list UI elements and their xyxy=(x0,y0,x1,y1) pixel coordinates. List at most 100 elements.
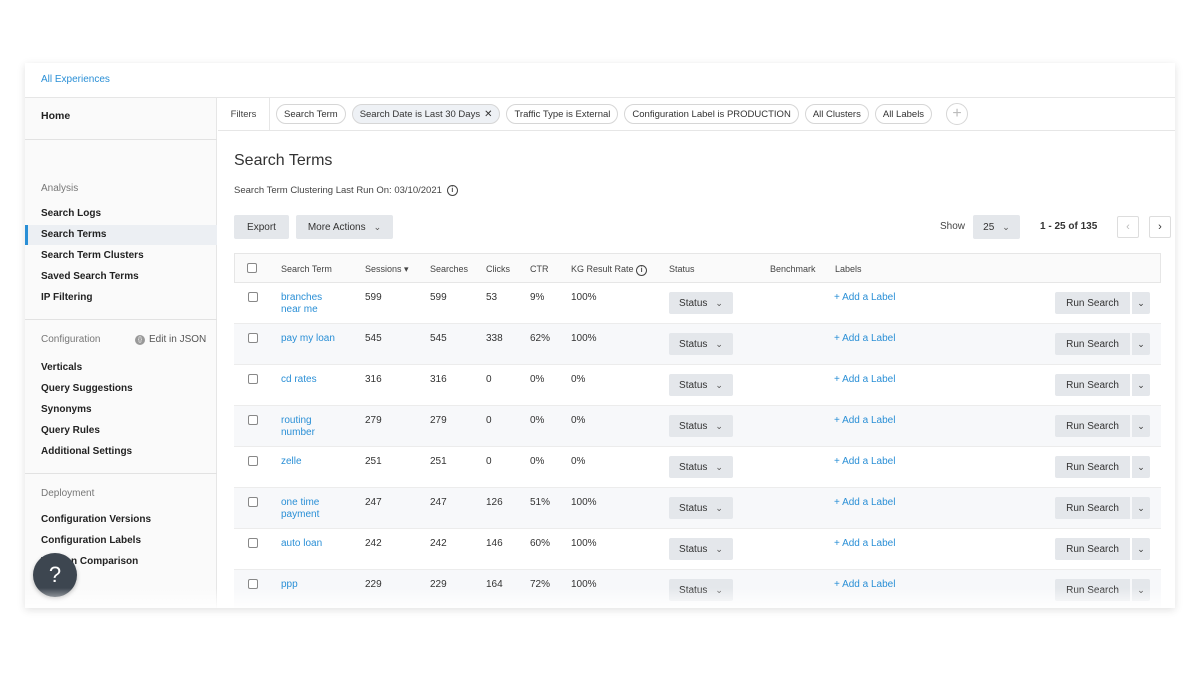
run-search-options-button[interactable]: ⌄ xyxy=(1132,456,1150,478)
status-dropdown[interactable]: Status ⌄ xyxy=(669,538,733,560)
search-term-link[interactable]: branches near me xyxy=(281,292,323,315)
add-label-link[interactable]: + Add a Label xyxy=(834,456,896,467)
edit-in-json-link[interactable]: {} Edit in JSON xyxy=(135,334,206,345)
status-dropdown[interactable]: Status ⌄ xyxy=(669,497,733,519)
add-label-link[interactable]: + Add a Label xyxy=(834,333,896,344)
run-search-options-button[interactable]: ⌄ xyxy=(1132,292,1150,314)
col-sessions[interactable]: Sessions ▾ xyxy=(365,264,409,275)
add-label-link[interactable]: + Add a Label xyxy=(834,415,896,426)
sidebar-item-configuration-versions[interactable]: Configuration Versions xyxy=(41,514,152,525)
search-term-link[interactable]: pay my loan xyxy=(281,333,335,344)
sidebar-item-version-comparison[interactable]: Version Comparison xyxy=(41,556,139,567)
chevron-down-icon: ⌄ xyxy=(1137,461,1145,472)
run-search-button[interactable]: Run Search xyxy=(1055,415,1130,437)
row-checkbox[interactable] xyxy=(248,456,258,466)
run-search-options-button[interactable]: ⌄ xyxy=(1132,497,1150,519)
sidebar-item-query-rules[interactable]: Query Rules xyxy=(41,425,100,436)
breadcrumb-all-experiences[interactable]: All Experiences xyxy=(41,74,110,85)
clicks-value: 126 xyxy=(486,497,503,508)
sidebar-item-search-term-clusters[interactable]: Search Term Clusters xyxy=(41,250,144,261)
filter-chip-traffic-type[interactable]: Traffic Type is External xyxy=(506,104,619,124)
col-ctr[interactable]: CTR xyxy=(530,264,549,274)
search-term-link[interactable]: zelle xyxy=(281,456,302,467)
search-term-link[interactable]: ppp xyxy=(281,579,298,590)
add-label-link[interactable]: + Add a Label xyxy=(834,374,896,385)
searches-value: 242 xyxy=(430,538,447,549)
run-search-button[interactable]: Run Search xyxy=(1055,374,1130,396)
top-bar: All Experiences xyxy=(25,63,1175,98)
row-checkbox[interactable] xyxy=(248,333,258,343)
search-term-link[interactable]: one time payment xyxy=(281,497,320,520)
sidebar-item-query-suggestions[interactable]: Query Suggestions xyxy=(41,383,133,394)
sidebar-item-saved-search-terms[interactable]: Saved Search Terms xyxy=(41,271,139,282)
status-dropdown[interactable]: Status ⌄ xyxy=(669,292,733,314)
add-label-link[interactable]: + Add a Label xyxy=(834,292,896,303)
add-filter-plus-icon[interactable]: + xyxy=(946,103,969,125)
clustering-last-run-text: Search Term Clustering Last Run On: 03/1… xyxy=(234,185,442,196)
run-search-button[interactable]: Run Search xyxy=(1055,333,1130,355)
export-button[interactable]: Export xyxy=(234,215,289,239)
chevron-down-icon: ⌄ xyxy=(1137,543,1145,554)
run-search-label: Run Search xyxy=(1066,420,1119,432)
row-checkbox[interactable] xyxy=(248,292,258,302)
add-label-link[interactable]: + Add a Label xyxy=(834,497,896,508)
page-size-select[interactable]: 25 ⌄ xyxy=(973,215,1020,239)
row-checkbox[interactable] xyxy=(248,497,258,507)
filter-chip-search-date[interactable]: Search Date is Last 30 Days ✕ xyxy=(351,104,501,124)
status-dropdown[interactable]: Status ⌄ xyxy=(669,333,733,355)
add-label-link[interactable]: + Add a Label xyxy=(834,538,896,549)
run-search-options-button[interactable]: ⌄ xyxy=(1132,415,1150,437)
col-kg-result-rate[interactable]: KG Result Rate i xyxy=(571,264,648,276)
prev-page-button[interactable]: ‹ xyxy=(1117,216,1139,238)
status-dropdown[interactable]: Status ⌄ xyxy=(669,456,733,478)
info-icon[interactable]: i xyxy=(446,185,458,196)
row-checkbox[interactable] xyxy=(248,374,258,384)
sessions-value: 316 xyxy=(365,374,382,385)
row-checkbox[interactable] xyxy=(248,538,258,548)
sidebar: Home Analysis Search Logs Search Terms S… xyxy=(25,98,217,608)
close-icon[interactable]: ✕ xyxy=(484,108,493,120)
sidebar-item-verticals[interactable]: Verticals xyxy=(41,362,83,373)
filter-chip-all-clusters[interactable]: All Clusters xyxy=(804,104,869,124)
add-label-link[interactable]: + Add a Label xyxy=(834,579,896,590)
status-dropdown[interactable]: Status ⌄ xyxy=(669,374,733,396)
search-term-link[interactable]: auto loan xyxy=(281,538,323,549)
row-checkbox[interactable] xyxy=(248,415,258,425)
sidebar-item-configuration-labels[interactable]: Configuration Labels xyxy=(41,535,141,546)
run-search-button[interactable]: Run Search xyxy=(1055,456,1130,478)
run-search-options-button[interactable]: ⌄ xyxy=(1132,333,1150,355)
filter-chip-search-term[interactable]: Search Term xyxy=(276,104,346,124)
run-search-button[interactable]: Run Search xyxy=(1055,538,1130,560)
run-search-button[interactable]: Run Search xyxy=(1055,497,1130,519)
sidebar-item-search-terms[interactable]: Search Terms xyxy=(41,229,107,240)
col-clicks[interactable]: Clicks xyxy=(486,264,510,274)
sidebar-item-synonyms[interactable]: Synonyms xyxy=(41,404,92,415)
status-label: Status xyxy=(679,420,708,432)
run-search-button[interactable]: Run Search xyxy=(1055,292,1130,314)
filter-chip-all-labels[interactable]: All Labels xyxy=(874,104,933,124)
search-term-link[interactable]: routing number xyxy=(281,415,315,438)
next-page-button[interactable]: › xyxy=(1149,216,1171,238)
sidebar-divider xyxy=(25,139,217,140)
sidebar-item-home[interactable]: Home xyxy=(41,110,71,122)
kg-result-rate-value: 100% xyxy=(571,579,597,590)
searches-value: 279 xyxy=(430,415,447,426)
col-search-term[interactable]: Search Term xyxy=(281,264,332,274)
clustering-info: Search Term Clustering Last Run On: 03/1… xyxy=(234,185,458,196)
select-all-checkbox[interactable] xyxy=(247,263,257,273)
run-search-options-button[interactable]: ⌄ xyxy=(1132,538,1150,560)
table-row: one time payment 247 247 126 51% 100% Status ⌄ +… xyxy=(234,488,1161,529)
status-dropdown[interactable]: Status ⌄ xyxy=(669,415,733,437)
run-search-options-button[interactable]: ⌄ xyxy=(1132,374,1150,396)
filter-bar: Filters Search Term Search Date is Last … xyxy=(218,97,1175,131)
filter-chip-configuration-label[interactable]: Configuration Label is PRODUCTION xyxy=(624,104,799,124)
sidebar-item-additional-settings[interactable]: Additional Settings xyxy=(41,446,133,457)
info-icon[interactable]: i xyxy=(636,265,648,276)
sidebar-item-ip-filtering[interactable]: IP Filtering xyxy=(41,292,93,303)
more-actions-dropdown[interactable]: More Actions ⌄ xyxy=(296,215,393,239)
sidebar-item-search-logs[interactable]: Search Logs xyxy=(41,208,102,219)
table-row: routing number 279 279 0 0% 0% Status ⌄ + Add a … xyxy=(234,406,1161,447)
chevron-down-icon: ⌄ xyxy=(715,379,723,390)
search-term-link[interactable]: cd rates xyxy=(281,374,317,385)
col-searches[interactable]: Searches xyxy=(430,264,469,274)
